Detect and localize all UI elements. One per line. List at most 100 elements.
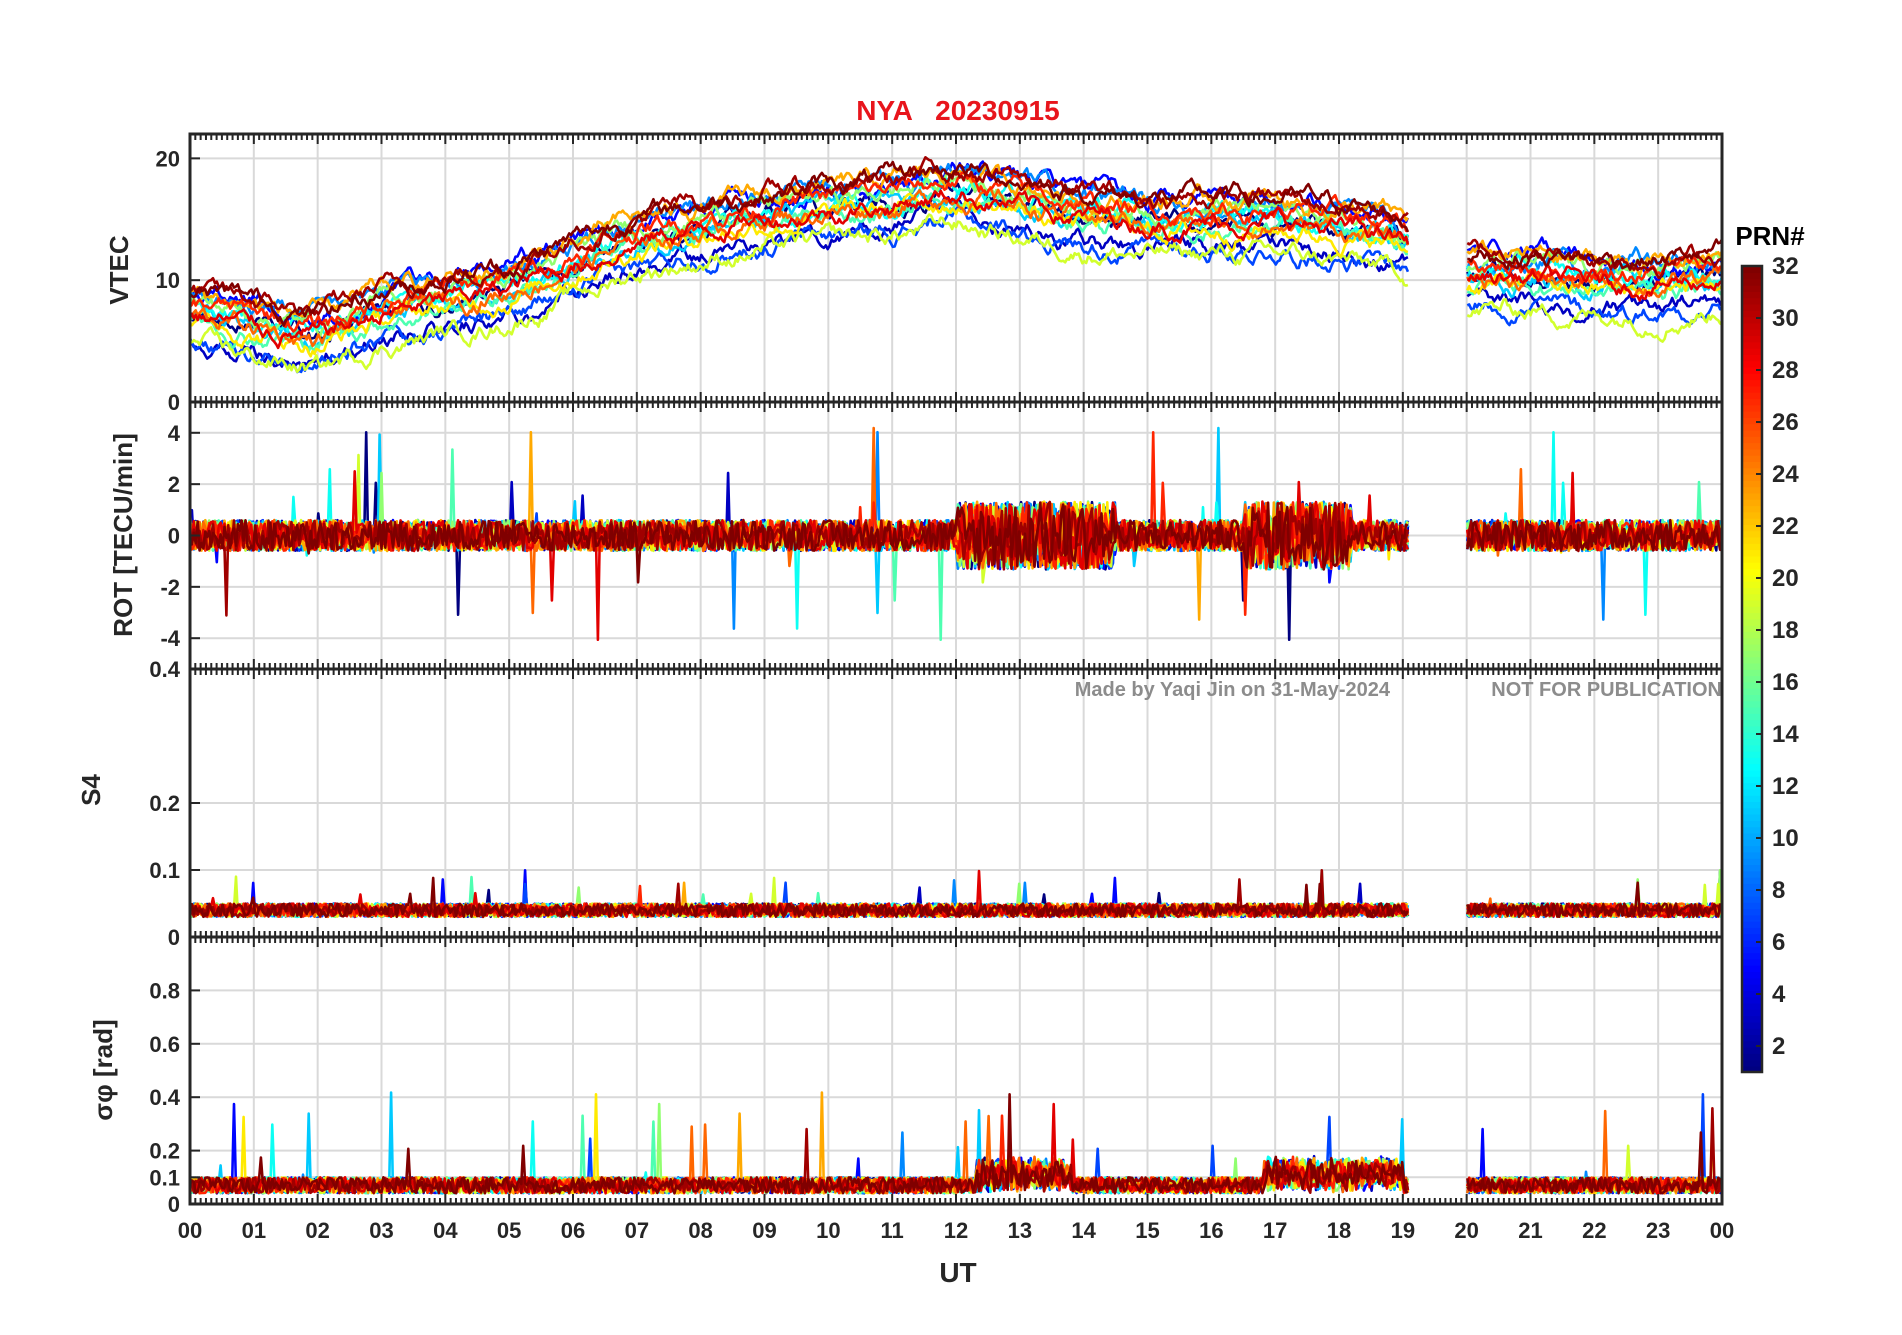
colorbar-segment <box>1742 706 1762 714</box>
colorbar-segment <box>1742 1034 1762 1042</box>
colorbar-segment <box>1742 410 1762 418</box>
x-tick-label: 22 <box>1582 1218 1606 1243</box>
colorbar-tick-label: 26 <box>1772 409 1799 436</box>
colorbar-segment <box>1742 310 1762 318</box>
x-tick-label: 23 <box>1646 1218 1670 1243</box>
colorbar-segment <box>1742 1059 1762 1067</box>
s4-ytick-label: 0.1 <box>149 858 180 883</box>
sigma-ytick-label: 0.1 <box>149 1165 180 1190</box>
colorbar-segment <box>1742 1065 1762 1073</box>
x-tick-label: 04 <box>433 1218 458 1243</box>
x-tick-label: 21 <box>1518 1218 1542 1243</box>
x-tick-label: 00 <box>1710 1218 1734 1243</box>
sigma-ytick-label: 0.4 <box>149 1085 180 1110</box>
colorbar-segment <box>1742 549 1762 557</box>
colorbar-segment <box>1742 719 1762 727</box>
colorbar-segment <box>1742 864 1762 872</box>
rot-ytick-label: 4 <box>168 421 181 446</box>
colorbar-segment <box>1742 599 1762 607</box>
x-tick-label: 01 <box>242 1218 266 1243</box>
colorbar-segment <box>1742 266 1762 274</box>
colorbar-segment <box>1742 316 1762 324</box>
x-tick-label: 06 <box>561 1218 585 1243</box>
s4-ylabel: S4 <box>76 774 106 806</box>
colorbar-segment <box>1742 857 1762 866</box>
colorbar-segment <box>1742 876 1762 884</box>
colorbar-segment <box>1742 1040 1762 1048</box>
colorbar-segment <box>1742 750 1762 758</box>
colorbar-segment <box>1742 637 1762 645</box>
colorbar-segment <box>1742 964 1762 973</box>
colorbar-segment <box>1742 473 1762 481</box>
colorbar-segment <box>1742 461 1762 469</box>
x-axis-label: UT <box>939 1257 976 1288</box>
x-tick-label: 15 <box>1135 1218 1159 1243</box>
colorbar-segment <box>1742 448 1762 456</box>
colorbar-segment <box>1742 927 1762 935</box>
s4-series-group <box>190 869 1722 919</box>
x-tick-label: 16 <box>1199 1218 1223 1243</box>
colorbar-segment <box>1742 889 1762 897</box>
sigma-ytick-label: 0 <box>168 1192 180 1217</box>
x-tick-label: 18 <box>1327 1218 1351 1243</box>
s4-ytick-label: 0 <box>168 925 180 950</box>
colorbar-segment <box>1742 498 1762 507</box>
colorbar-segment <box>1742 669 1762 677</box>
colorbar-segment <box>1742 901 1762 910</box>
colorbar-segment <box>1742 404 1762 412</box>
colorbar-segment <box>1742 895 1762 903</box>
rot-ytick-label: -4 <box>160 626 180 651</box>
colorbar-segment <box>1742 524 1762 532</box>
colorbar-segment <box>1742 958 1762 966</box>
colorbar-segment <box>1742 801 1762 809</box>
x-tick-label: 09 <box>752 1218 776 1243</box>
colorbar-segment <box>1742 939 1762 947</box>
vtec-series-prn-29 <box>190 189 1722 350</box>
colorbar-segment <box>1742 725 1762 733</box>
rot-series-group <box>190 426 1722 641</box>
colorbar-tick-label: 18 <box>1772 617 1799 644</box>
colorbar-segment <box>1742 826 1762 834</box>
colorbar-segment <box>1742 454 1762 463</box>
colorbar-segment <box>1742 839 1762 847</box>
colorbar-segment <box>1742 782 1762 790</box>
colorbar-segment <box>1742 543 1762 551</box>
colorbar-segment <box>1742 291 1762 299</box>
colorbar-segment <box>1742 952 1762 960</box>
colorbar-segment <box>1742 612 1762 620</box>
colorbar-segment <box>1742 1002 1762 1010</box>
colorbar-segment <box>1742 379 1762 387</box>
colorbar-segment <box>1742 883 1762 891</box>
colorbar-segment <box>1742 354 1762 362</box>
x-tick-label: 20 <box>1454 1218 1478 1243</box>
colorbar-segment <box>1742 580 1762 588</box>
colorbar-tick-label: 30 <box>1772 305 1799 332</box>
colorbar-segment <box>1742 990 1762 998</box>
colorbar-segment <box>1742 536 1762 544</box>
colorbar-tick-label: 14 <box>1772 721 1799 748</box>
colorbar-segment <box>1742 1053 1762 1061</box>
colorbar-tick-label: 12 <box>1772 773 1799 800</box>
series-layer <box>190 156 1722 1195</box>
colorbar-segment <box>1742 914 1762 922</box>
colorbar-segment <box>1742 788 1762 796</box>
x-tick-label: 05 <box>497 1218 521 1243</box>
colorbar-segment <box>1742 568 1762 576</box>
colorbar-tick-label: 28 <box>1772 357 1799 384</box>
colorbar-segment <box>1742 713 1762 721</box>
colorbar-segment <box>1742 606 1762 614</box>
colorbar-segment <box>1742 820 1762 828</box>
grid-layer <box>190 134 1722 1205</box>
x-tick-label: 00 <box>178 1218 202 1243</box>
colorbar-segment <box>1742 757 1762 765</box>
colorbar-segment <box>1742 870 1762 878</box>
vtec-ylabel: VTEC <box>104 235 134 305</box>
colorbar-segment <box>1742 933 1762 941</box>
x-tick-label: 07 <box>625 1218 649 1243</box>
colorbar-tick-label: 20 <box>1772 565 1799 592</box>
colorbar-tick-label: 22 <box>1772 513 1799 540</box>
rot-series-prn-32 <box>190 501 1722 584</box>
